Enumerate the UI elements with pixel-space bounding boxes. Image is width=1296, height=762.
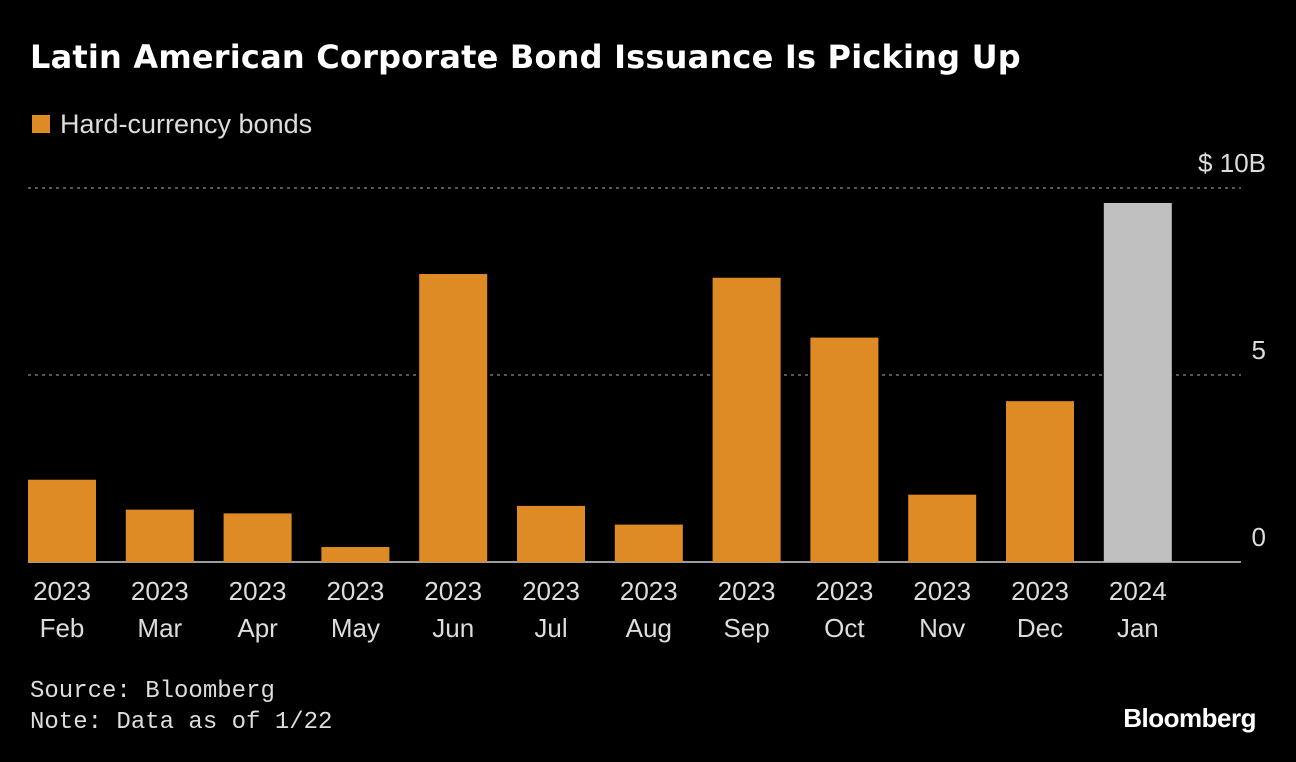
source-note: Source: Bloomberg	[30, 678, 275, 705]
bar	[28, 479, 96, 562]
x-tick-year: 2023	[229, 576, 287, 606]
x-tick-month: Aug	[626, 613, 672, 643]
x-tick-month: Jul	[534, 613, 567, 643]
bar	[1103, 202, 1172, 562]
chart-title: Latin American Corporate Bond Issuance I…	[30, 38, 1021, 76]
x-tick-year: 2023	[1011, 576, 1069, 606]
x-tick-year: 2023	[522, 576, 580, 606]
x-tick-month: Feb	[40, 613, 85, 643]
bar	[810, 337, 879, 562]
x-tick-year: 2023	[33, 576, 91, 606]
bar	[125, 509, 194, 562]
bloomberg-logo: Bloomberg	[1123, 703, 1256, 733]
x-tick-year: 2023	[620, 576, 678, 606]
footnote: Source: Bloomberg Note: Data as of 1/22	[30, 676, 332, 738]
bar	[712, 277, 781, 562]
x-tick-month: Mar	[137, 613, 182, 643]
y-tick-label: 5	[1252, 335, 1266, 365]
bar	[419, 274, 488, 562]
legend: Hard-currency bonds	[32, 108, 312, 140]
bar	[1006, 401, 1074, 562]
legend-swatch	[32, 115, 50, 133]
x-tick-year: 2023	[326, 576, 384, 606]
bar	[223, 513, 292, 562]
x-tick-year: 2023	[815, 576, 873, 606]
x-tick-month: Apr	[237, 613, 278, 643]
x-tick-year: 2023	[131, 576, 189, 606]
x-tick-month: Oct	[824, 613, 865, 643]
y-axis-ticks: $ 10B 5 0	[1198, 148, 1266, 552]
x-tick-year: 2024	[1109, 576, 1167, 606]
bar	[517, 505, 585, 562]
bar	[908, 494, 977, 562]
x-axis-ticks: 2023 Feb 2023 Mar 2023 Apr 2023 May 2023 Jun 2023 J…	[33, 576, 1167, 643]
x-tick-year: 2023	[913, 576, 971, 606]
x-tick-year: 2023	[718, 576, 776, 606]
bars	[28, 202, 1172, 562]
y-tick-label: $ 10B	[1198, 148, 1266, 178]
y-tick-label: 0	[1252, 522, 1266, 552]
bar	[321, 547, 390, 562]
x-tick-year: 2023	[424, 576, 482, 606]
legend-label: Hard-currency bonds	[60, 108, 313, 139]
x-tick-month: Dec	[1017, 613, 1063, 643]
x-tick-month: Jan	[1117, 613, 1159, 643]
x-tick-month: Jun	[432, 613, 474, 643]
x-tick-month: Nov	[919, 613, 965, 643]
data-note: Note: Data as of 1/22	[30, 709, 333, 736]
x-tick-month: Sep	[723, 613, 769, 643]
x-tick-month: May	[331, 613, 380, 643]
bar	[614, 524, 683, 562]
